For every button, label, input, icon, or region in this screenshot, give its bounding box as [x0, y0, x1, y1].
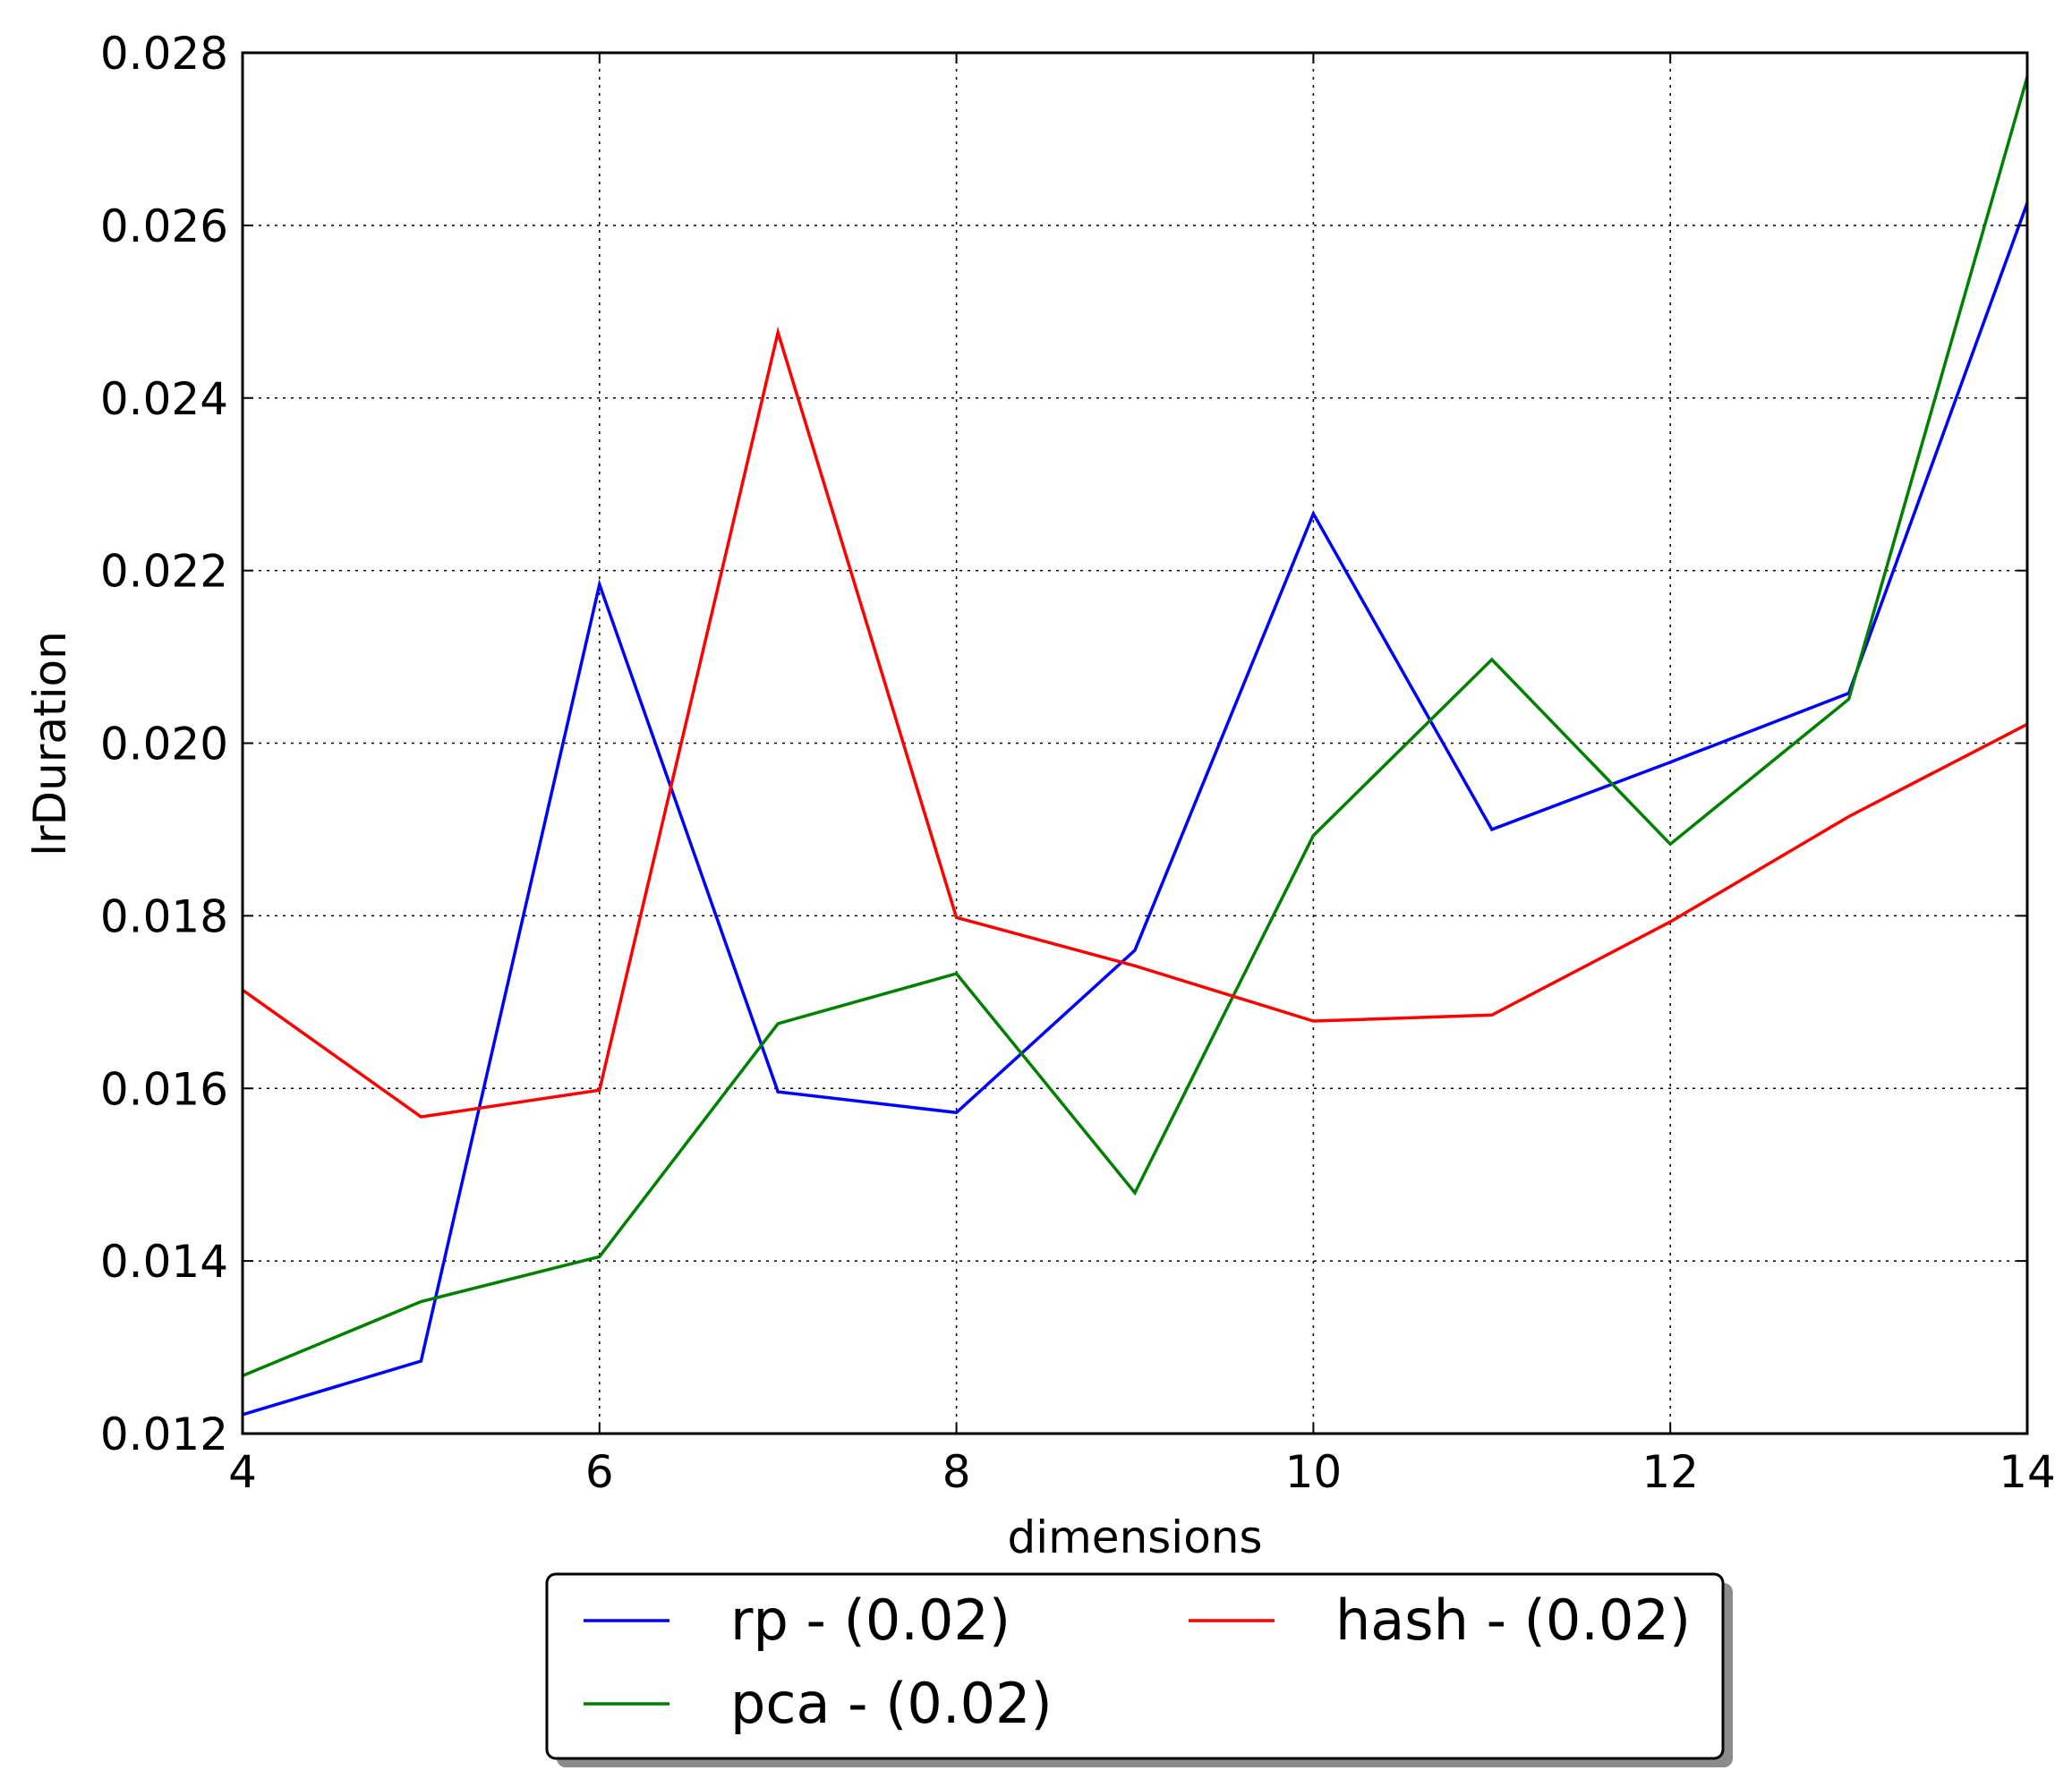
ticks: 4 6 8 10 12 14 0.012 0.014 0.016 0.018 0.020 0.022 0…: [100, 28, 2056, 1498]
y-tick-label: 0.028: [100, 28, 228, 80]
y-tick-label: 0.018: [100, 890, 228, 942]
series-line-pca: [242, 76, 2029, 1378]
x-tick-label: 12: [1641, 1446, 1699, 1498]
y-tick-label: 0.016: [100, 1063, 228, 1115]
y-tick-label: 0.024: [100, 373, 228, 425]
y-axis-label: lrDuration: [24, 631, 76, 856]
y-tick-label: 0.022: [100, 546, 228, 598]
x-tick-label: 8: [942, 1446, 971, 1498]
y-tick-label: 0.026: [100, 200, 228, 252]
x-axis-label: dimensions: [1007, 1511, 1262, 1563]
y-tick-label: 0.012: [100, 1409, 228, 1460]
series-line-rp: [242, 202, 2029, 1417]
y-tick-label: 0.014: [100, 1236, 228, 1288]
series-line-hash: [241, 326, 2028, 1119]
x-tick-label: 10: [1285, 1446, 1343, 1498]
legend-label-rp: rp - (0.02): [730, 1587, 1010, 1653]
legend-box: [545, 1572, 1725, 1760]
grid: [243, 53, 2027, 1434]
series-lines: [241, 76, 2029, 1417]
legend: rp - (0.02) hash - (0.02) pca - (0.02): [545, 1572, 1733, 1767]
legend-label-hash: hash - (0.02): [1335, 1587, 1691, 1653]
legend-label-pca: pca - (0.02): [730, 1671, 1053, 1736]
y-tick-label: 0.020: [100, 719, 228, 770]
x-tick-label: 14: [1999, 1446, 2056, 1498]
x-tick-label: 4: [228, 1446, 257, 1498]
x-tick-label: 6: [585, 1446, 614, 1498]
